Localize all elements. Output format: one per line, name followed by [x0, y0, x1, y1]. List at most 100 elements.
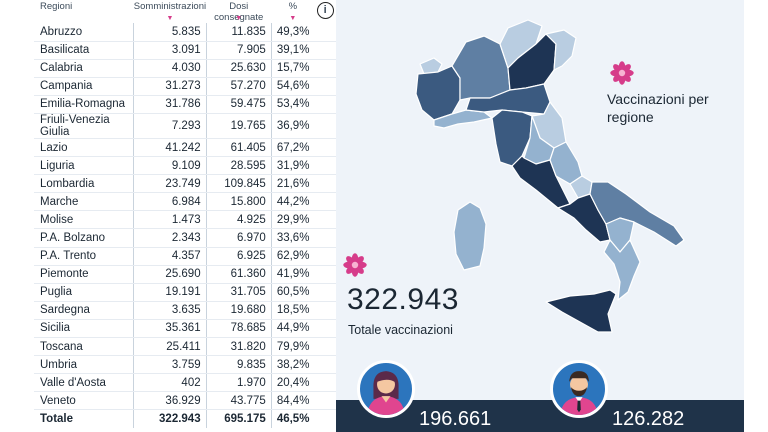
- table-cell-empty: [314, 113, 336, 139]
- table-row[interactable]: Lombardia 23.749 109.845 21,6%: [34, 174, 336, 194]
- administered-cell: 3.635: [133, 301, 207, 320]
- regions-table: Regioni Somministrazioni ▼ Dosi consegnat…: [34, 0, 336, 428]
- table-row[interactable]: Liguria 9.109 28.595 31,9%: [34, 156, 336, 176]
- administered-cell: 402: [133, 373, 207, 393]
- region-valle-daosta[interactable]: [419, 57, 443, 75]
- administered-cell: 23.749: [133, 174, 207, 194]
- administered-cell: 4.357: [133, 247, 207, 266]
- region-emilia-romagna[interactable]: [465, 83, 551, 115]
- table-cell-empty: [314, 228, 336, 248]
- table-row[interactable]: Friuli-Venezia Giulia 7.293 19.765 36,9%: [34, 113, 336, 139]
- delivered-cell: 19.680: [205, 301, 272, 320]
- delivered-cell: 61.360: [205, 265, 272, 284]
- table-row[interactable]: Valle d'Aosta 402 1.970 20,4%: [34, 373, 336, 393]
- table-row[interactable]: Sardegna 3.635 19.680 18,5%: [34, 301, 336, 320]
- table-cell-empty: [314, 247, 336, 266]
- region-name-cell: Piemonte: [34, 265, 134, 284]
- total-percent: 46,5%: [270, 409, 315, 428]
- table-cell-empty: [314, 265, 336, 284]
- administered-cell: 31.273: [133, 77, 207, 96]
- sort-indicator-icon: ▼: [289, 15, 297, 22]
- region-lazio[interactable]: [511, 155, 571, 209]
- table-row[interactable]: Emilia-Romagna 31.786 59.475 53,4%: [34, 95, 336, 114]
- region-calabria[interactable]: [603, 239, 641, 301]
- table-cell-empty: [314, 210, 336, 230]
- region-name-cell: Umbria: [34, 355, 134, 375]
- percent-cell: 20,4%: [270, 373, 315, 393]
- table-row[interactable]: Abruzzo 5.835 11.835 49,3%: [34, 23, 336, 42]
- table-row[interactable]: Basilicata 3.091 7.905 39,1%: [34, 41, 336, 60]
- region-name-cell: Lazio: [34, 138, 134, 158]
- table-cell-empty: [314, 41, 336, 60]
- region-name-cell: Calabria: [34, 59, 134, 78]
- administered-cell: 25.411: [133, 337, 207, 357]
- table-row[interactable]: Piemonte 25.690 61.360 41,9%: [34, 265, 336, 284]
- italy-map: [415, 19, 685, 333]
- header-administered[interactable]: Somministrazioni ▼: [133, 1, 207, 22]
- delivered-cell: 4.925: [205, 210, 272, 230]
- header-regions[interactable]: Regioni: [40, 1, 73, 12]
- delivered-cell: 15.800: [205, 192, 272, 212]
- percent-cell: 15,7%: [270, 59, 315, 78]
- percent-cell: 49,3%: [270, 23, 315, 42]
- info-icon[interactable]: i: [316, 2, 334, 19]
- header-percent[interactable]: % ▼: [288, 1, 298, 22]
- region-liguria[interactable]: [433, 109, 493, 129]
- percent-cell: 44,9%: [270, 319, 315, 339]
- region-puglia[interactable]: [589, 181, 685, 247]
- percent-cell: 18,5%: [270, 301, 315, 320]
- percent-cell: 36,9%: [270, 113, 315, 139]
- region-piemonte[interactable]: [415, 65, 461, 121]
- table-cell-empty: [314, 156, 336, 176]
- male-count: 126.282: [612, 408, 685, 430]
- table-row[interactable]: Calabria 4.030 25.630 15,7%: [34, 59, 336, 78]
- administered-cell: 31.786: [133, 95, 207, 114]
- delivered-cell: 7.905: [205, 41, 272, 60]
- header-info: i: [314, 0, 336, 23]
- table-header-row: Regioni Somministrazioni ▼ Dosi consegnat…: [34, 0, 336, 23]
- table-row[interactable]: Puglia 19.191 31.705 60,5%: [34, 283, 336, 302]
- percent-cell: 79,9%: [270, 337, 315, 357]
- delivered-cell: 43.775: [205, 391, 272, 411]
- region-name-cell: Liguria: [34, 156, 134, 176]
- region-name-cell: Basilicata: [34, 41, 134, 60]
- table-row[interactable]: Toscana 25.411 31.820 79,9%: [34, 337, 336, 357]
- percent-cell: 62,9%: [270, 247, 315, 266]
- region-sardegna[interactable]: [453, 201, 487, 271]
- table-row[interactable]: Sicilia 35.361 78.685 44,9%: [34, 319, 336, 339]
- administered-cell: 3.091: [133, 41, 207, 60]
- table-row[interactable]: Marche 6.984 15.800 44,2%: [34, 192, 336, 212]
- percent-cell: 33,6%: [270, 228, 315, 248]
- delivered-cell: 25.630: [205, 59, 272, 78]
- table-cell-empty: [314, 95, 336, 114]
- table-row[interactable]: Lazio 41.242 61.405 67,2%: [34, 138, 336, 158]
- male-avatar-icon: [550, 360, 608, 418]
- delivered-cell: 6.970: [205, 228, 272, 248]
- table-row[interactable]: Campania 31.273 57.270 54,6%: [34, 77, 336, 96]
- table-row[interactable]: P.A. Trento 4.357 6.925 62,9%: [34, 247, 336, 266]
- region-toscana[interactable]: [491, 109, 533, 167]
- administered-cell: 41.242: [133, 138, 207, 158]
- region-sicilia[interactable]: [545, 289, 617, 333]
- region-friuli-venezia-giulia[interactable]: [545, 29, 577, 71]
- table-cell-empty: [314, 355, 336, 375]
- table-cell-empty: [314, 319, 336, 339]
- region-name-cell: P.A. Trento: [34, 247, 134, 266]
- table-row[interactable]: Molise 1.473 4.925 29,9%: [34, 210, 336, 230]
- table-row[interactable]: Veneto 36.929 43.775 84,4%: [34, 391, 336, 411]
- percent-cell: 54,6%: [270, 77, 315, 96]
- header-delivered[interactable]: Dosi consegnate ▼: [214, 1, 264, 23]
- administered-cell: 35.361: [133, 319, 207, 339]
- table-cell-empty: [314, 337, 336, 357]
- total-administered: 322.943: [133, 409, 207, 428]
- region-name-cell: Veneto: [34, 391, 134, 411]
- table-row[interactable]: Umbria 3.759 9.835 38,2%: [34, 355, 336, 375]
- table-row[interactable]: P.A. Bolzano 2.343 6.970 33,6%: [34, 228, 336, 248]
- region-name-cell: P.A. Bolzano: [34, 228, 134, 248]
- region-name-cell: Sardegna: [34, 301, 134, 320]
- total-delivered: 695.175: [205, 409, 272, 428]
- delivered-cell: 61.405: [205, 138, 272, 158]
- flower-icon: [343, 253, 367, 277]
- region-name-cell: Toscana: [34, 337, 134, 357]
- percent-cell: 67,2%: [270, 138, 315, 158]
